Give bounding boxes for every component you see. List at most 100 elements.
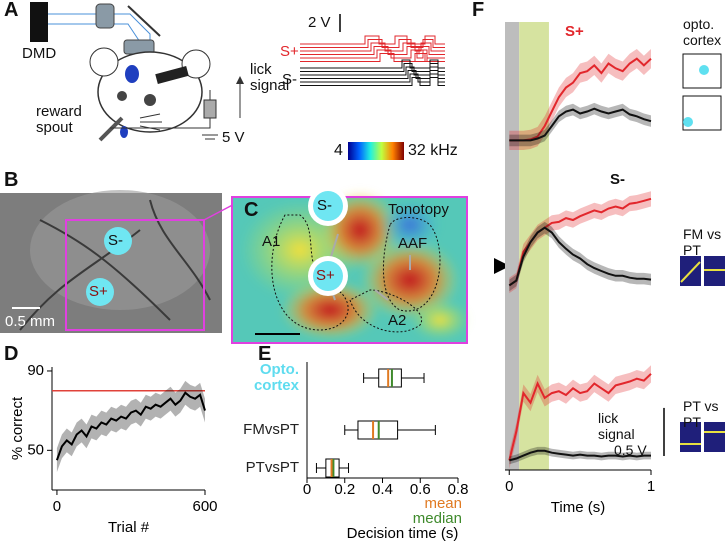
x-tick-label: 0.6 (410, 481, 431, 498)
panel-label: E (258, 343, 272, 365)
signal-arrow-head (236, 76, 244, 84)
s-minus-spot (313, 191, 343, 221)
y-tick-label: 50 (27, 441, 44, 458)
ear (181, 49, 211, 79)
lick-trace (300, 53, 445, 62)
x-axis-label: Decision time (s) (347, 525, 459, 542)
series-line (509, 57, 652, 142)
window-spot (125, 65, 139, 83)
s-minus-label: S- (282, 71, 297, 88)
s-plus-spot (313, 261, 343, 291)
x-tick-label: 0 (303, 481, 311, 498)
colorbar-high: 32 kHz (408, 142, 458, 159)
box (378, 368, 402, 388)
category-label: PTvsPT (245, 459, 299, 476)
x-tick-label: 0 (505, 478, 513, 495)
aaf-outline (382, 217, 441, 312)
spout (98, 116, 124, 142)
s-minus-spot (104, 227, 132, 255)
fm-sweep (680, 261, 701, 283)
lick-signal-label: lick signal (250, 61, 290, 94)
lick-trace (300, 46, 445, 55)
drop (120, 126, 128, 138)
scale-label: 0.5 mm (5, 313, 56, 330)
scale-bar-label: 0.5 V (614, 442, 647, 458)
error-band (509, 365, 651, 469)
panel-label: B (4, 169, 19, 191)
error-band (56, 380, 206, 473)
error-band (509, 221, 651, 292)
y-axis-label: % correct (9, 396, 26, 460)
x-tick-label: 0.2 (334, 481, 355, 498)
x-tick-label: 600 (192, 498, 217, 515)
legend-label: S+ (565, 23, 584, 40)
lick-trace (300, 49, 445, 59)
s-minus-label: S- (317, 197, 332, 214)
roi (65, 219, 205, 331)
trace-scale-label: 2 V (308, 14, 331, 31)
region-label: A1 (262, 233, 281, 250)
y-tick-label: 90 (27, 362, 44, 379)
window-title: Cranial window (92, 173, 201, 190)
icon-spot (699, 65, 709, 75)
region-label: A2 (388, 312, 407, 329)
panel-label: A (4, 0, 19, 21)
map-border (231, 196, 468, 344)
ear (89, 47, 119, 77)
legend-mean: mean (424, 495, 462, 512)
wire (110, 118, 211, 129)
legend-label: S- (610, 171, 625, 188)
eye (117, 91, 127, 101)
map-title: Tonotopy (388, 201, 449, 218)
series-line (509, 107, 652, 142)
x-axis-label: Time (s) (551, 499, 605, 516)
panel-label: F (472, 0, 485, 21)
head-bar (155, 66, 189, 84)
category-label: FMvsPT (243, 421, 299, 438)
supply-label: 5 V (222, 129, 245, 146)
icon-spot (683, 117, 693, 127)
light-path (48, 23, 143, 46)
lick-trace (300, 35, 445, 45)
mirror (127, 5, 161, 37)
series-line (55, 391, 206, 461)
x-axis-label: Trial # (108, 519, 150, 536)
x-tick-label: 0 (53, 498, 61, 515)
lens (95, 3, 115, 29)
scale-bar-title: lick signal (598, 410, 635, 442)
s-plus-label: S+ (316, 267, 335, 284)
schematic (30, 2, 445, 142)
lick-traces (300, 35, 445, 86)
dmd-label: DMD (22, 45, 57, 62)
panel-label: C (244, 199, 259, 221)
colorbar-low: 4 (334, 142, 343, 159)
dmd (30, 2, 48, 42)
x-tick-label: 1 (647, 478, 655, 495)
condition-icons (494, 53, 725, 452)
tonotopy-map (231, 142, 470, 344)
lick-trace (300, 77, 445, 86)
lick-trace (300, 42, 445, 52)
eye (144, 94, 156, 106)
condition-label: PT vs PT (683, 398, 719, 430)
s-minus-label: S- (108, 232, 123, 249)
spout-label: reward spout (36, 103, 82, 136)
category-label: Opto. cortex (253, 361, 299, 394)
icon-square (704, 422, 725, 452)
icon-frame (682, 95, 722, 131)
onset-arrowhead (494, 258, 510, 274)
series-line (509, 449, 651, 462)
s-plus-label: S+ (89, 283, 108, 300)
series-line (508, 226, 652, 287)
condition-label: opto. cortex (683, 16, 722, 48)
series-line (508, 373, 652, 461)
a2-outline (349, 289, 423, 333)
lick-trace (300, 39, 445, 48)
shaded-span (505, 22, 520, 470)
s-plus-spot (86, 278, 114, 306)
cranial-window-image (0, 190, 243, 333)
resistor (203, 99, 217, 119)
panel-label: D (4, 343, 19, 365)
